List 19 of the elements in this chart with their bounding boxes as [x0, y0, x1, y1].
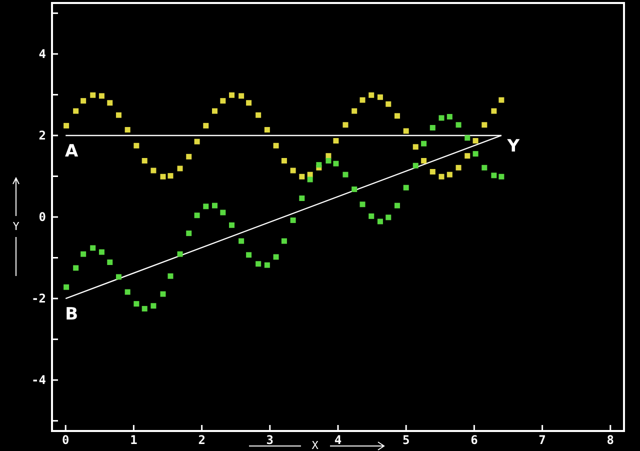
x-tick-label: 5: [402, 433, 410, 447]
y-tick-label: -2: [32, 292, 46, 306]
annotation: Y: [506, 136, 520, 156]
x-tick-label: 7: [538, 433, 546, 447]
x-axis-title: X: [312, 439, 319, 451]
annotation: B: [65, 304, 78, 325]
y-tick-label: -4: [32, 373, 46, 388]
x-tick-label: 4: [334, 433, 342, 447]
y-tick-label: 0: [38, 210, 46, 224]
x-tick-label: 3: [266, 433, 274, 447]
x-tick-label: 0: [62, 433, 70, 447]
y-axis-title: Y: [12, 220, 20, 233]
x-tick-label: 8: [606, 433, 614, 447]
x-tick-label: 2: [198, 433, 206, 447]
x-tick-label: 6: [470, 433, 478, 447]
y-tick-label: 2: [38, 128, 46, 142]
y-tick-label: 4: [38, 46, 46, 61]
x-tick-label: 1: [130, 433, 138, 447]
annotation: A: [65, 141, 80, 162]
